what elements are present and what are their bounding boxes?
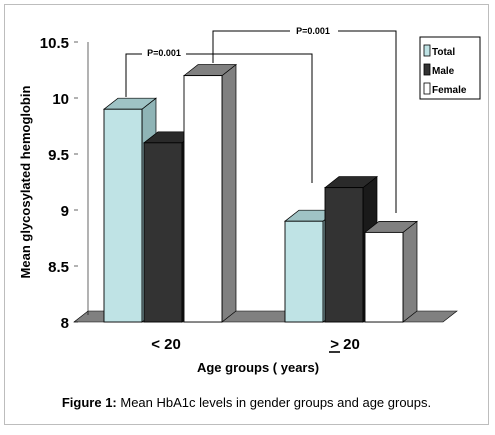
legend-label-total: Total [432,47,455,58]
bracket-right-a [212,30,290,63]
bracket-left-b [186,53,313,183]
y-tick-label: 8.5 [48,259,69,276]
x-axis-label: Age groups ( years) [197,360,319,375]
y-tick-label: 10.5 [40,35,69,52]
legend-label-male: Male [432,66,455,77]
caption-text: Mean HbA1c levels in gender groups and a… [116,395,432,410]
bar-female-2 [363,220,419,323]
legend-swatch-male [423,63,431,76]
y-tick-label: 9 [61,203,69,220]
legend-swatch-total [423,44,431,57]
bar-side [402,220,418,323]
p-value-annotations: P=0.001 P=0.001 [125,26,397,213]
bar-front [143,142,183,323]
y-axis-label: Mean glycosylated hemoglobin [18,86,33,279]
bar-front [364,231,404,323]
bars [102,63,419,323]
x-tick-label: < 20 [151,336,181,353]
legend-label-female: Female [432,85,467,96]
bar-front [183,75,223,323]
y-tick-label: 9.5 [48,147,69,164]
legend: Total Male Female [419,36,481,100]
figure-caption: Figure 1: Mean HbA1c levels in gender gr… [4,395,489,410]
y-tick-label: 8 [61,315,69,332]
bracket-right-b [338,30,397,213]
x-tick-labels: < 20 > 20 [151,336,360,353]
p-value-label-right: P=0.001 [296,26,330,36]
legend-swatch-female [423,82,431,95]
caption-label: Figure 1: [61,395,117,410]
bar-front [284,220,324,323]
chart: Mean glycosylated hemoglobin Age groups … [18,26,481,375]
bar-front [103,108,143,323]
bracket-left-a [125,53,142,97]
bar-side [221,63,237,323]
bar-front [324,187,364,323]
y-tick-labels: 8 8.5 9 9.5 10 10.5 [40,35,78,332]
bar-female-1 [182,63,238,323]
p-value-label-left: P=0.001 [147,48,181,58]
x-tick-label: > 20 [330,336,360,353]
figure-frame [4,4,489,425]
y-tick-label: 10 [52,91,69,108]
